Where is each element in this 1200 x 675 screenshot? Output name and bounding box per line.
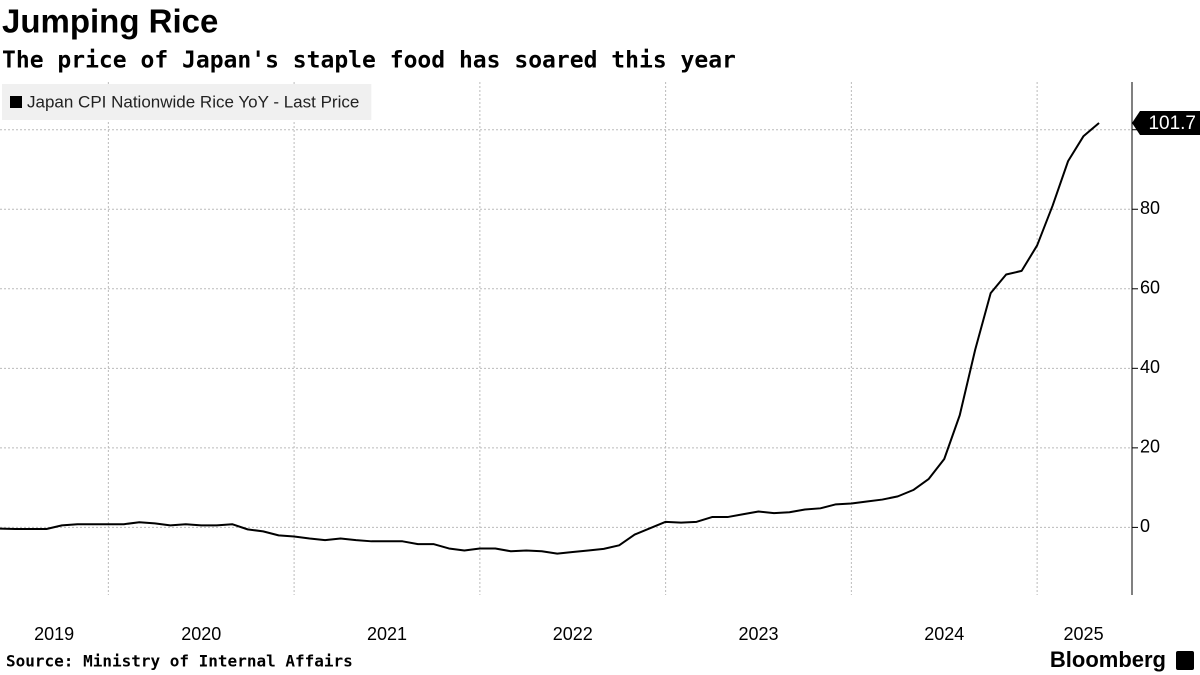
legend-box [2,84,372,120]
legend-label: Japan CPI Nationwide Rice YoY - Last Pri… [27,92,359,111]
y-tick-label: 80 [1140,198,1160,218]
x-tick-label: 2024 [924,624,964,644]
x-tick-label: 2023 [738,624,778,644]
y-tick-label: 60 [1140,278,1160,298]
source: Source: Ministry of Internal Affairs [6,652,353,671]
brand: Bloomberg [1050,647,1166,672]
x-tick-label: 2019 [34,624,74,644]
legend: Japan CPI Nationwide Rice YoY - Last Pri… [2,84,372,120]
last-value-label: 101.7 [1148,113,1196,134]
x-tick-label: 2021 [367,624,407,644]
x-tick-label: 2025 [1064,624,1104,644]
x-tick-label: 2020 [181,624,221,644]
y-tick-label: 20 [1140,437,1160,457]
brand-icon [1176,651,1194,670]
legend-swatch [10,96,22,108]
x-tick-label: 2022 [553,624,593,644]
chart-subtitle: The price of Japan's staple food has soa… [2,48,736,74]
y-tick-label: 40 [1140,357,1160,377]
y-tick-label: 0 [1140,516,1150,536]
last-value-badge [1132,110,1200,135]
chart-title: Jumping Rice [2,3,218,40]
line [0,122,1100,555]
